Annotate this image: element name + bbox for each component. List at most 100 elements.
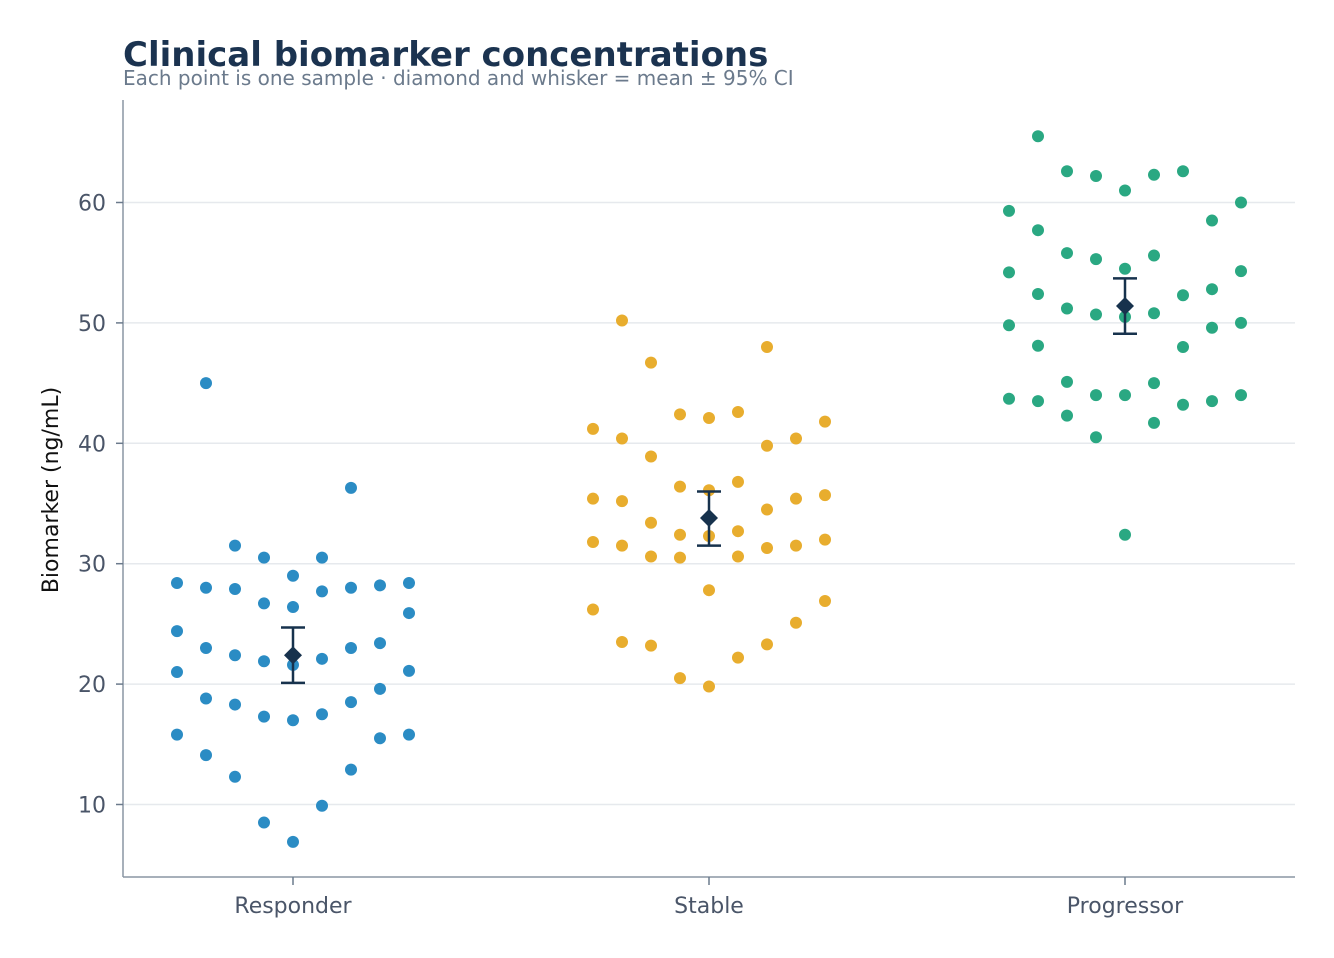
data-point-progressor <box>1003 204 1015 217</box>
data-point-responder <box>287 835 299 848</box>
data-point-stable <box>732 651 744 664</box>
data-point-responder <box>316 585 328 598</box>
data-point-responder <box>229 698 241 711</box>
data-point-responder <box>258 816 270 829</box>
data-point-progressor <box>1090 308 1102 321</box>
data-point-responder <box>171 576 183 589</box>
data-point-stable <box>645 550 657 563</box>
data-point-responder <box>171 625 183 638</box>
data-point-progressor <box>1003 319 1015 332</box>
data-point-stable <box>790 432 802 445</box>
data-point-progressor <box>1003 266 1015 279</box>
data-point-stable <box>761 503 773 516</box>
mean-diamond <box>284 646 302 665</box>
data-point-stable <box>761 439 773 452</box>
data-point-stable <box>703 584 715 597</box>
data-point-stable <box>819 489 831 502</box>
data-point-stable <box>790 539 802 552</box>
data-point-responder <box>374 637 386 650</box>
data-point-stable <box>674 528 686 541</box>
data-point-responder <box>316 652 328 665</box>
data-point-responder <box>258 597 270 610</box>
data-point-progressor <box>1177 165 1189 178</box>
data-point-responder <box>258 551 270 564</box>
y-tick-label: 20 <box>78 673 106 698</box>
mean-diamond <box>700 508 718 527</box>
y-axis-title: Biomarker (ng/mL) <box>39 387 64 593</box>
data-point-progressor <box>1148 307 1160 320</box>
data-point-progressor <box>1003 392 1015 405</box>
data-point-stable <box>732 525 744 538</box>
data-point-progressor <box>1032 339 1044 352</box>
x-tick-label-responder: Responder <box>234 894 352 919</box>
data-point-responder <box>345 581 357 594</box>
y-tick-label: 50 <box>78 312 106 337</box>
y-tick-label: 60 <box>78 192 106 217</box>
data-point-responder <box>200 377 212 390</box>
data-point-stable <box>645 516 657 529</box>
mean-diamond <box>1116 297 1134 316</box>
data-point-stable <box>674 672 686 685</box>
data-point-responder <box>287 714 299 727</box>
data-point-responder <box>200 692 212 705</box>
data-point-responder <box>200 581 212 594</box>
data-point-stable <box>703 680 715 693</box>
chart-title: Clinical biomarker concentrations <box>123 35 769 75</box>
data-point-stable <box>761 340 773 353</box>
data-point-responder <box>229 539 241 552</box>
data-point-responder <box>403 576 415 589</box>
data-points <box>171 130 1247 848</box>
data-point-responder <box>374 579 386 592</box>
axis-ticks: 10 20 30 40 50 60 Responder Stable Progressor <box>78 192 1184 920</box>
data-point-responder <box>374 732 386 745</box>
data-point-responder <box>403 607 415 620</box>
data-point-progressor <box>1235 196 1247 209</box>
data-point-progressor <box>1148 249 1160 262</box>
data-point-progressor <box>1061 375 1073 388</box>
data-point-responder <box>345 481 357 494</box>
data-point-progressor <box>1148 377 1160 390</box>
data-point-progressor <box>1061 247 1073 260</box>
data-point-stable <box>587 536 599 549</box>
data-point-progressor <box>1032 288 1044 301</box>
data-point-progressor <box>1032 395 1044 408</box>
data-point-stable <box>616 539 628 552</box>
data-point-stable <box>616 432 628 445</box>
data-point-stable <box>819 595 831 608</box>
data-point-responder <box>374 682 386 695</box>
data-point-progressor <box>1177 289 1189 302</box>
mean-ci-markers <box>281 277 1137 685</box>
data-point-responder <box>258 710 270 723</box>
data-point-progressor <box>1090 253 1102 266</box>
data-point-progressor <box>1235 389 1247 402</box>
data-point-progressor <box>1090 170 1102 183</box>
data-point-responder <box>287 601 299 614</box>
data-point-progressor <box>1206 321 1218 334</box>
data-point-progressor <box>1206 395 1218 408</box>
data-point-progressor <box>1032 130 1044 143</box>
data-point-responder <box>171 728 183 741</box>
data-point-progressor <box>1090 431 1102 444</box>
data-point-responder <box>171 666 183 679</box>
data-point-progressor <box>1090 389 1102 402</box>
data-point-progressor <box>1235 265 1247 278</box>
data-point-stable <box>616 635 628 648</box>
data-point-responder <box>287 569 299 582</box>
data-point-stable <box>819 415 831 428</box>
data-point-stable <box>790 616 802 629</box>
data-point-stable <box>616 495 628 508</box>
data-point-responder <box>258 655 270 668</box>
data-point-stable <box>674 408 686 421</box>
data-point-stable <box>674 551 686 564</box>
data-point-stable <box>645 639 657 652</box>
y-tick-label: 30 <box>78 553 106 578</box>
data-point-progressor <box>1206 214 1218 227</box>
data-point-stable <box>761 542 773 555</box>
data-point-stable <box>616 314 628 327</box>
data-point-responder <box>229 582 241 595</box>
data-point-responder <box>200 641 212 654</box>
data-point-responder <box>316 799 328 812</box>
data-point-stable <box>732 405 744 418</box>
data-point-progressor <box>1177 340 1189 353</box>
